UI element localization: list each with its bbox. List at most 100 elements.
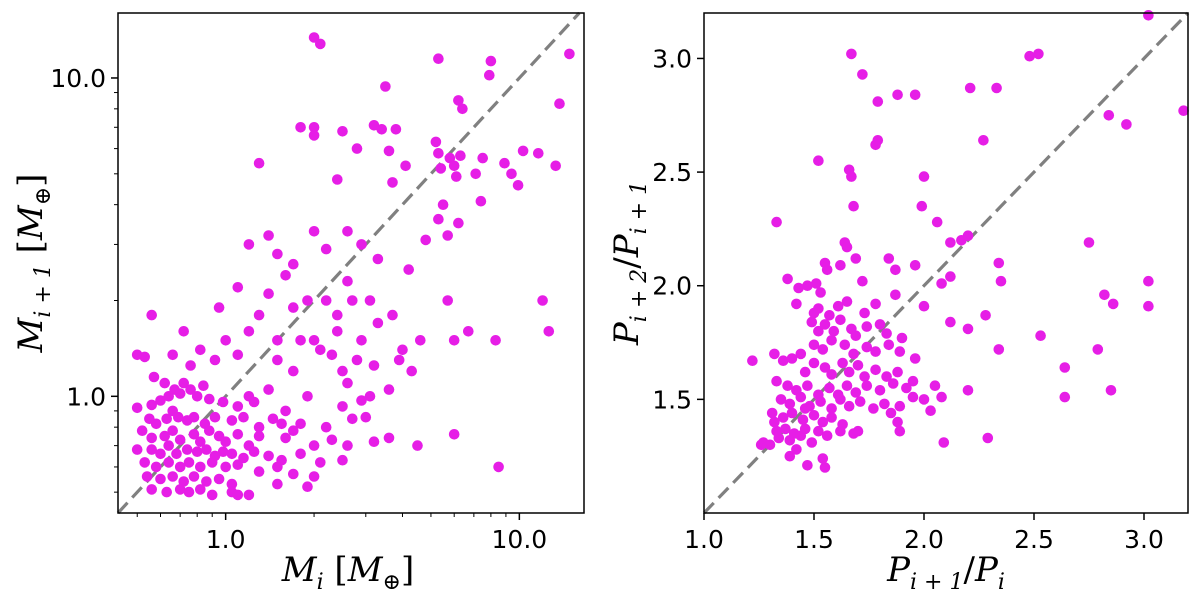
right-data-point [769,348,780,360]
left-data-point [243,326,255,337]
left-data-point [195,436,206,448]
right-data-point [819,319,831,330]
right-axes-frame [703,12,1189,514]
left-data-point [448,335,460,346]
right-data-point [817,344,829,355]
right-data-point [835,314,846,326]
right-data-point [813,325,824,337]
left-data-point [191,446,203,458]
left-data-point [181,444,193,455]
left-data-point [174,484,186,495]
right-data-point [931,216,943,228]
left-data-point [183,457,195,468]
left-data-point [226,448,238,460]
left-points [131,32,575,501]
left-data-point [400,160,411,172]
left-data-point [360,411,372,423]
right-data-point [826,412,837,423]
left-data-point [442,295,454,306]
right-data-point [777,412,789,423]
right-data-point [918,171,930,182]
left-data-point [372,317,384,329]
right-data-point [1083,237,1095,248]
left-data-point [272,461,283,473]
right-data-point [813,303,824,314]
right-data-point [819,362,831,373]
left-data-point [326,434,338,446]
left-data-point [288,365,299,377]
right-data-point [766,407,778,419]
left-data-point [204,393,215,405]
right-data-point [887,378,899,389]
left-data-point [484,69,495,81]
left-data-point [198,380,209,392]
left-data-point [139,457,150,468]
left-data-point [387,177,398,188]
left-data-point [209,354,221,366]
left-data-point [537,295,548,306]
right-data-point [1033,48,1044,60]
left-data-point [308,122,320,133]
right-data-point [881,371,892,382]
left-data-point [188,429,200,440]
left-data-point [136,425,148,437]
left-data-point [280,432,291,444]
left-data-point [320,295,332,306]
left-data-point [163,457,174,468]
left-data-point [263,230,274,241]
right-data-point [843,366,855,378]
left-data-point [397,344,408,356]
left-plot: 1.0 10.0 1.0 10.0 Mi [M⊕] Mi + 1 [M⊕] [11,11,585,595]
left-data-point [204,425,215,437]
left-data-point [163,440,174,451]
left-data-point [337,454,348,466]
left-data-point [173,411,184,423]
right-x-tick-label: 1.0 [684,525,724,554]
left-data-point [442,230,454,241]
left-data-point [220,335,231,346]
left-data-point [451,171,462,182]
right-data-point [945,237,956,248]
left-data-point [209,411,221,423]
right-plot: 1.0 1.5 2.0 2.5 3.0 1.5 2.0 2.5 3.0 Pi + 1/Pi P… [607,10,1190,595]
right-data-point [815,287,826,298]
left-data-point [295,448,306,460]
left-data-point [356,395,367,406]
left-data-point [232,489,244,501]
left-data-point [146,399,157,411]
right-data-point [909,260,921,271]
right-data-point [892,366,903,378]
right-data-point [993,344,1005,355]
left-data-point [226,478,238,490]
right-data-point [859,371,870,382]
right-data-point [850,387,862,398]
left-data-point [351,354,363,366]
right-x-tick-label: 1.5 [794,525,834,554]
left-data-point [155,395,166,406]
left-data-point [444,152,456,164]
right-x-tick-label: 2.5 [1014,525,1054,554]
right-data-point [1143,275,1154,287]
left-data-point [430,136,442,148]
right-data-point [771,375,782,387]
left-data-point [253,309,265,321]
right-data-point [859,307,870,319]
right-data-point [824,382,835,394]
left-data-point [276,418,287,430]
right-data-point [1092,344,1104,355]
right-data-point [918,300,930,312]
right-data-point [890,264,901,276]
right-data-point [907,375,919,387]
left-x-tick-label: 10.0 [492,525,548,554]
left-data-point [150,418,162,430]
right-data-point [784,435,796,446]
right-data-point [872,135,884,146]
right-y-ticks: 1.5 2.0 2.5 3.0 [652,44,704,414]
right-data-point [817,416,829,428]
right-data-point [945,316,956,328]
right-data-point [835,425,846,437]
left-data-point [308,130,320,141]
right-data-point [1143,10,1154,21]
right-data-point [1099,289,1110,301]
right-data-point [929,380,941,392]
